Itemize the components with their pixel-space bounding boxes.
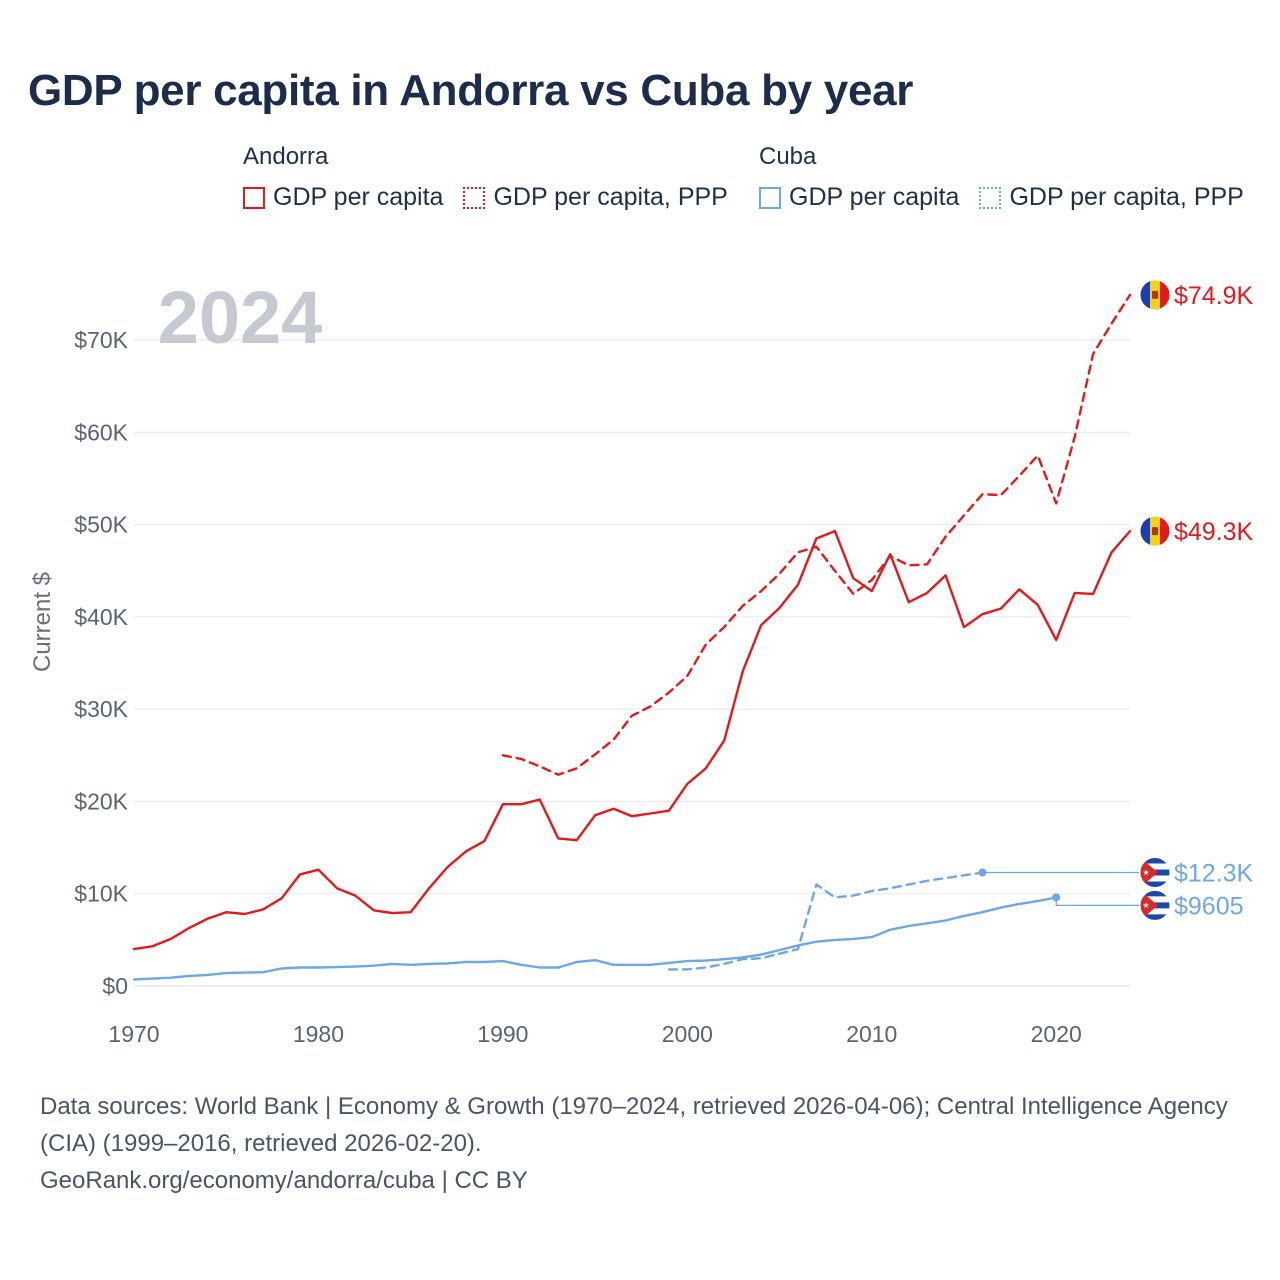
x-tick-label: 2020 bbox=[1031, 1021, 1082, 1047]
legend-item-cuba-gdp-ppp[interactable]: GDP per capita, PPP bbox=[979, 183, 1244, 212]
y-tick-label: $50K bbox=[74, 512, 128, 538]
credit-link[interactable]: GeoRank.org/economy/andorra/cuba | CC BY bbox=[40, 1167, 528, 1194]
y-tick-label: $0 bbox=[102, 973, 128, 999]
data-sources: Data sources: World Bank | Economy & Gro… bbox=[40, 1093, 1228, 1157]
legend-group-andorra: Andorra GDP per capita GDP per capita, P… bbox=[243, 143, 748, 212]
label-connector bbox=[1055, 897, 1139, 907]
y-tick-label: $10K bbox=[74, 881, 128, 907]
legend-item-andorra-gdp-ppp[interactable]: GDP per capita, PPP bbox=[463, 183, 728, 212]
series-end-label: $9605 bbox=[1174, 892, 1244, 920]
grid-lines bbox=[134, 339, 1130, 987]
legend-swatch-dotted bbox=[463, 186, 486, 209]
legend-swatch-solid bbox=[243, 186, 265, 209]
y-tick-label: $20K bbox=[74, 788, 128, 814]
end-labels: $49.3K $74.9K $9605 $12.3K bbox=[978, 279, 1254, 921]
legend-group-name: Andorra bbox=[243, 143, 329, 170]
y-tick-label: $60K bbox=[74, 419, 128, 445]
series-line-1 bbox=[501, 293, 1132, 776]
x-axis-ticks: 1970 1980 1990 2000 2010 2020 bbox=[108, 1021, 1081, 1047]
x-tick-label: 2010 bbox=[846, 1021, 897, 1047]
x-tick-label: 1970 bbox=[108, 1021, 159, 1047]
y-tick-label: $30K bbox=[74, 696, 128, 722]
x-tick-label: 1990 bbox=[477, 1021, 528, 1047]
series-line-2 bbox=[132, 896, 1058, 981]
series-line-0 bbox=[132, 529, 1132, 951]
y-tick-label: $40K bbox=[74, 604, 128, 630]
legend-item-cuba-gdp[interactable]: GDP per capita bbox=[759, 183, 959, 212]
legend-group-name: Cuba bbox=[759, 143, 817, 170]
chart-title: GDP per capita in Andorra vs Cuba by yea… bbox=[28, 66, 914, 115]
year-watermark: 2024 bbox=[158, 276, 323, 359]
legend-swatch-dotted bbox=[979, 186, 1002, 209]
footer: Data sources: World Bank | Economy & Gro… bbox=[40, 1088, 1250, 1199]
cuba-flag-icon bbox=[1139, 889, 1171, 921]
series-end-label: $74.9K bbox=[1174, 282, 1254, 310]
andorra-flag-icon bbox=[1139, 279, 1171, 311]
series-line-3 bbox=[667, 871, 984, 971]
series-lines bbox=[132, 293, 1132, 981]
series-end-label: $49.3K bbox=[1174, 518, 1254, 546]
cuba-flag-icon bbox=[1139, 857, 1171, 889]
legend-label: GDP per capita bbox=[273, 183, 444, 211]
legend-item-andorra-gdp[interactable]: GDP per capita bbox=[243, 183, 443, 212]
line-chart: $0$10K$20K$30K$40K$50K$60K$70K 1970 1980 1… bbox=[29, 276, 1254, 1047]
y-axis-ticks: $0 $10K $20K $30K $40K $50K $60K $70K bbox=[74, 327, 128, 999]
y-tick-label: $70K bbox=[74, 327, 128, 353]
legend-group-cuba: Cuba GDP per capita GDP per capita, PPP bbox=[759, 143, 1264, 212]
series-end-label: $12.3K bbox=[1174, 860, 1254, 888]
legend-label: GDP per capita, PPP bbox=[1009, 183, 1244, 211]
y-axis-label: Current $ bbox=[29, 572, 56, 672]
x-tick-label: 1980 bbox=[293, 1021, 344, 1047]
x-tick-label: 2000 bbox=[662, 1021, 713, 1047]
andorra-flag-icon bbox=[1139, 515, 1171, 547]
legend-swatch-solid bbox=[759, 186, 781, 209]
legend-label: GDP per capita bbox=[789, 183, 960, 211]
legend-label: GDP per capita, PPP bbox=[493, 183, 728, 211]
